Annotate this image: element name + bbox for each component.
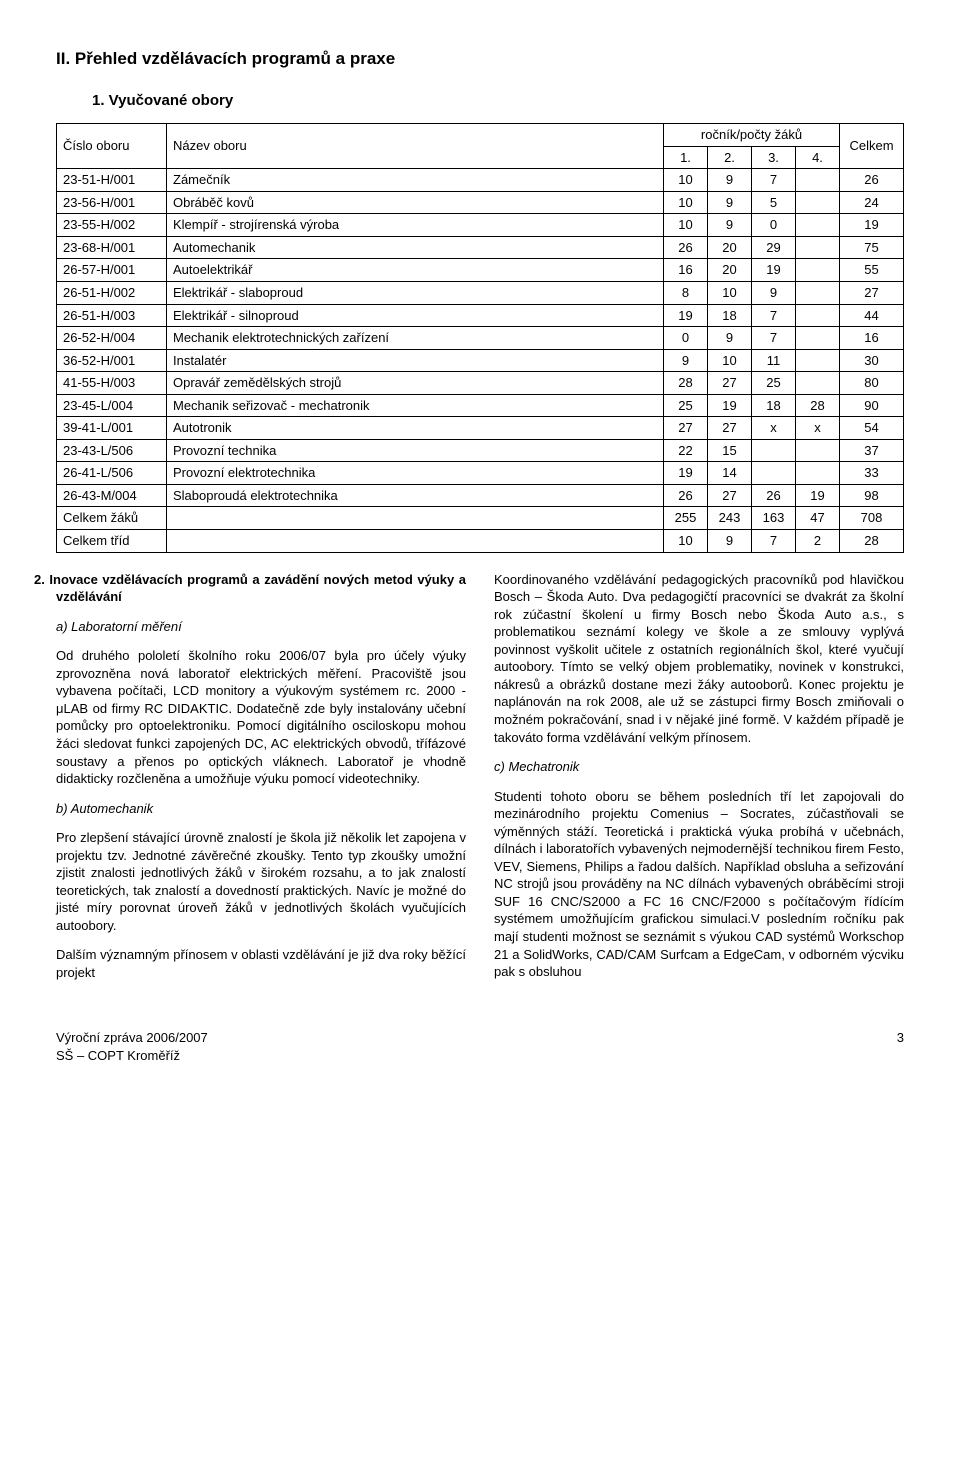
th-year-group: ročník/počty žáků (664, 124, 840, 147)
table-row: 36-52-H/001Instalatér9101130 (57, 349, 904, 372)
table-row: 23-68-H/001Automechanik26202975 (57, 236, 904, 259)
section-heading: II. Přehled vzdělávacích programů a prax… (56, 48, 904, 71)
th-y1: 1. (664, 146, 708, 169)
table-row: 26-51-H/002Elektrikář - slaboproud810927 (57, 282, 904, 305)
th-code: Číslo oboru (57, 124, 167, 169)
sub2-heading: 2. Inovace vzdělávacích programů a zavád… (56, 571, 466, 606)
b-heading: b) Automechanik (56, 800, 466, 818)
page-number: 3 (897, 1029, 904, 1064)
th-y2: 2. (708, 146, 752, 169)
table-row: 26-43-M/004Slaboproudá elektrotechnika26… (57, 484, 904, 507)
b-para1: Pro zlepšení stávající úrovně znalostí j… (56, 829, 466, 934)
table-row: 23-51-H/001Zámečník109726 (57, 169, 904, 192)
th-sum: Celkem (840, 124, 904, 169)
table-row: 26-52-H/004Mechanik elektrotechnických z… (57, 327, 904, 350)
b-para2: Dalším významným přínosem v oblasti vzdě… (56, 946, 466, 981)
footer-left: Výroční zpráva 2006/2007 SŠ – COPT Kromě… (56, 1029, 208, 1064)
programs-table: Číslo oboru Název oboru ročník/počty žák… (56, 123, 904, 552)
table-total-row: Celkem žáků25524316347708 (57, 507, 904, 530)
subsection-heading: 1. Vyučované obory (92, 91, 904, 111)
th-y4: 4. (796, 146, 840, 169)
c-para: Studenti tohoto oboru se během posledníc… (494, 788, 904, 981)
table-row: 26-51-H/003Elektrikář - silnoproud191874… (57, 304, 904, 327)
table-row: 23-43-L/506Provozní technika221537 (57, 439, 904, 462)
c-heading: c) Mechatronik (494, 758, 904, 776)
th-y3: 3. (752, 146, 796, 169)
right-para1: Koordinovaného vzdělávání pedagogických … (494, 571, 904, 746)
th-name: Název oboru (167, 124, 664, 169)
body-columns: 2. Inovace vzdělávacích programů a zavád… (56, 571, 904, 993)
table-row: 23-56-H/001Obráběč kovů109524 (57, 191, 904, 214)
table-row: 39-41-L/001Autotronik2727xx54 (57, 417, 904, 440)
table-row: 26-57-H/001Autoelektrikář16201955 (57, 259, 904, 282)
table-row: 41-55-H/003Opravář zemědělských strojů28… (57, 372, 904, 395)
page-footer: Výroční zpráva 2006/2007 SŠ – COPT Kromě… (56, 1029, 904, 1064)
a-para: Od druhého pololetí školního roku 2006/0… (56, 647, 466, 787)
table-row: 23-55-H/002Klempíř - strojírenská výroba… (57, 214, 904, 237)
a-heading: a) Laboratorní měření (56, 618, 466, 636)
table-row: 23-45-L/004Mechanik seřizovač - mechatro… (57, 394, 904, 417)
table-row: 26-41-L/506Provozní elektrotechnika19143… (57, 462, 904, 485)
table-total-row: Celkem tříd1097228 (57, 530, 904, 553)
